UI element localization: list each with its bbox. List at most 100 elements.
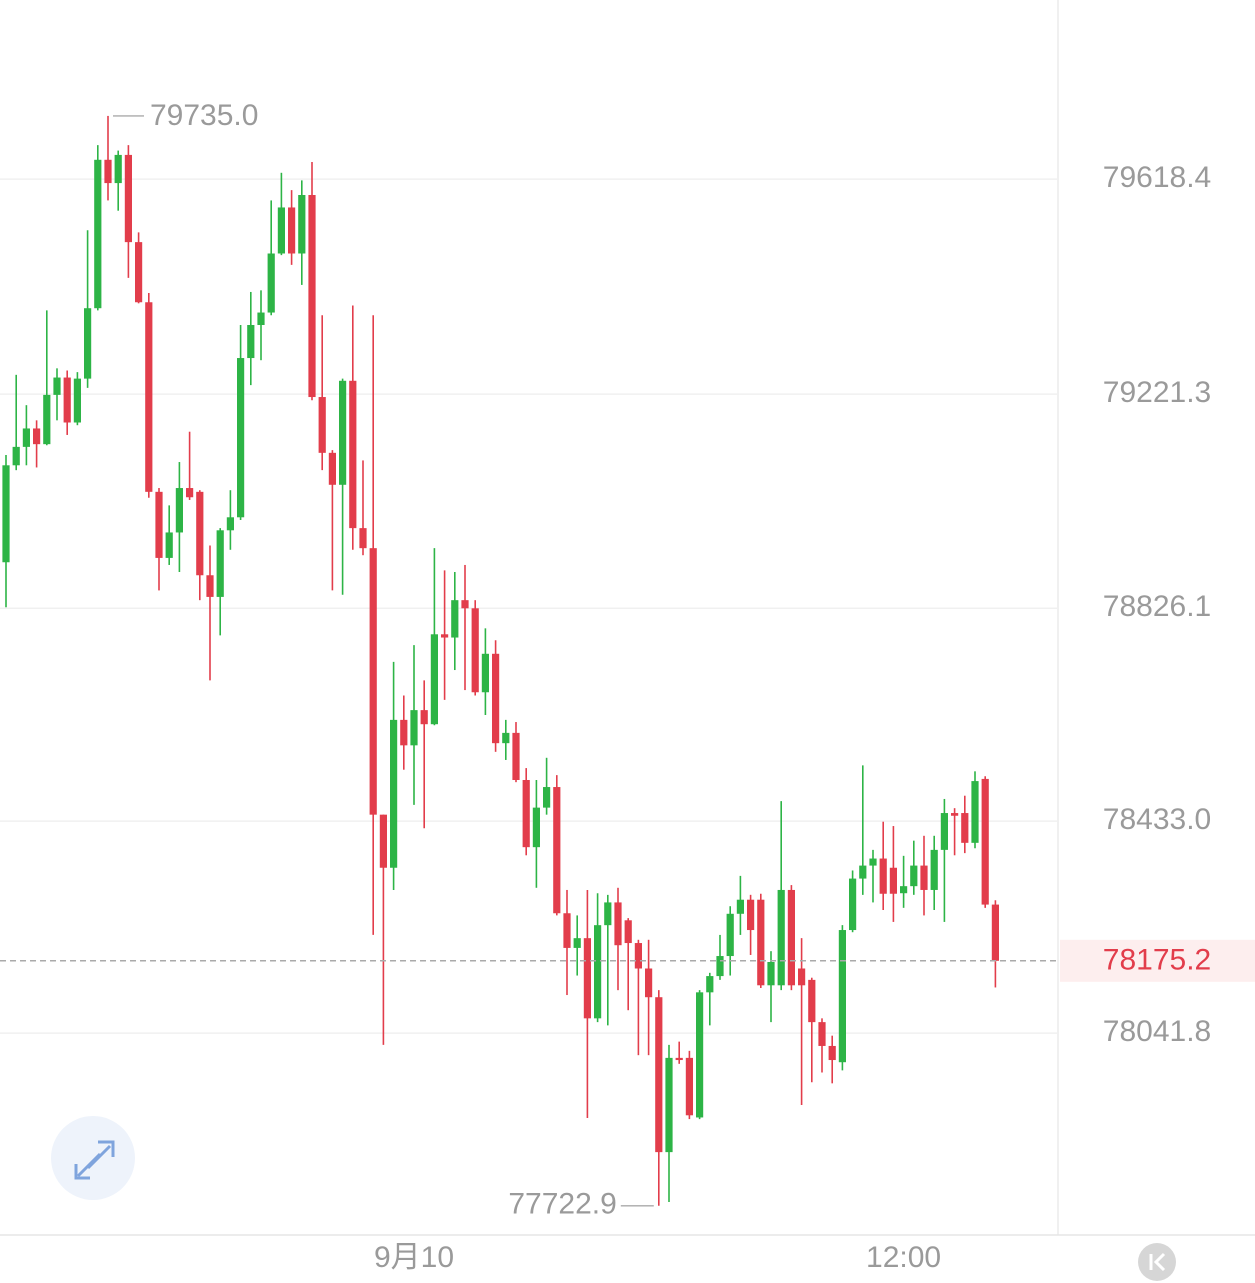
x-tick-label: 12:00: [866, 1241, 941, 1274]
candle-body: [889, 867, 897, 894]
candle-body: [400, 719, 408, 746]
candle-body: [196, 491, 204, 576]
candle-body: [553, 787, 561, 914]
candle-body: [634, 943, 642, 969]
candle-body: [624, 920, 632, 944]
candle-body: [818, 1022, 826, 1046]
candle-body: [767, 962, 775, 986]
candle-body: [359, 528, 367, 549]
candle-body: [114, 154, 122, 184]
candle-body: [614, 902, 622, 946]
candle-body: [94, 159, 102, 309]
candle-body: [859, 865, 867, 879]
candle-body: [798, 968, 806, 986]
current-price-label: 78175.2: [1103, 944, 1211, 977]
candle-body: [318, 397, 326, 453]
candle-body: [53, 377, 61, 395]
candle-body: [379, 814, 387, 868]
candle-body: [43, 394, 51, 445]
candle-body: [22, 428, 30, 447]
candle-body: [900, 886, 908, 894]
candle-body: [84, 308, 92, 379]
candle-body: [441, 634, 449, 638]
candle-body: [12, 446, 20, 466]
candle-body: [696, 992, 704, 1118]
candle-body: [655, 997, 663, 1153]
candle-body: [165, 532, 173, 558]
candle-body: [73, 378, 81, 423]
collapse-button[interactable]: [1138, 1243, 1176, 1281]
candle-body: [104, 159, 112, 184]
candle-body: [522, 780, 530, 848]
candle-body: [226, 517, 234, 531]
candle-body: [971, 781, 979, 843]
candle-body: [216, 530, 224, 597]
candle-body: [961, 813, 969, 843]
y-tick-label: 78826.1: [1103, 590, 1211, 623]
candle-body: [583, 938, 591, 1019]
candle-body: [951, 813, 959, 816]
candle-body: [828, 1045, 836, 1061]
candle-body: [675, 1057, 683, 1061]
candle-body: [685, 1057, 693, 1116]
candle-body: [879, 858, 887, 894]
candle-body: [930, 849, 938, 890]
candle-body: [369, 548, 377, 815]
candle-body: [981, 778, 989, 905]
candle-body: [420, 710, 428, 725]
candle-body: [135, 242, 143, 303]
candle-body: [838, 930, 846, 1063]
candle-body: [390, 719, 398, 868]
candle-body: [410, 710, 418, 746]
candle-body: [808, 979, 816, 1023]
candle-body: [920, 865, 928, 890]
candle-body: [869, 858, 877, 866]
candle-body: [461, 600, 469, 609]
candle-body: [63, 377, 71, 423]
candle-body: [604, 902, 612, 926]
candle-body: [349, 380, 357, 529]
max-label: 79735.0: [150, 99, 258, 132]
min-label: 77722.9: [508, 1188, 616, 1221]
candle-body: [726, 913, 734, 957]
candle-body: [532, 807, 540, 848]
candle-body: [339, 380, 347, 485]
candle-body: [940, 813, 948, 850]
candle-body: [849, 878, 857, 931]
candle-body: [747, 899, 755, 931]
candle-body: [645, 968, 653, 998]
candle-body: [288, 207, 296, 254]
candle-body: [736, 899, 744, 914]
candle-body: [308, 195, 316, 398]
y-tick-label: 78433.0: [1103, 803, 1211, 836]
candle-body: [298, 195, 306, 254]
candle-body: [206, 575, 214, 597]
expand-button[interactable]: [51, 1116, 135, 1200]
candle-body: [277, 207, 285, 254]
candle-body: [777, 889, 785, 986]
candle-body: [175, 488, 183, 533]
candle-body: [155, 491, 163, 558]
candle-body: [145, 302, 153, 492]
candle-body: [665, 1057, 673, 1153]
candle-body: [186, 488, 194, 498]
y-tick-label: 79221.3: [1103, 376, 1211, 409]
candle-body: [543, 787, 551, 808]
candle-body: [451, 600, 459, 638]
candle-body: [563, 913, 571, 948]
candle-body: [124, 154, 132, 243]
candle-body: [706, 976, 714, 993]
candle-body: [237, 358, 245, 518]
y-tick-label: 79618.4: [1103, 161, 1211, 194]
candle-body: [573, 938, 581, 948]
candle-body: [257, 312, 265, 325]
candle-body: [910, 865, 918, 887]
plot-area: 79618.4 79221.3 78826.1 78433.0 78041.8 9月10 1…: [0, 99, 1255, 1274]
candle-body: [594, 925, 602, 1019]
candle-body: [2, 465, 10, 563]
candle-body: [757, 899, 765, 986]
candle-body: [33, 428, 41, 445]
candle-body: [512, 732, 520, 780]
